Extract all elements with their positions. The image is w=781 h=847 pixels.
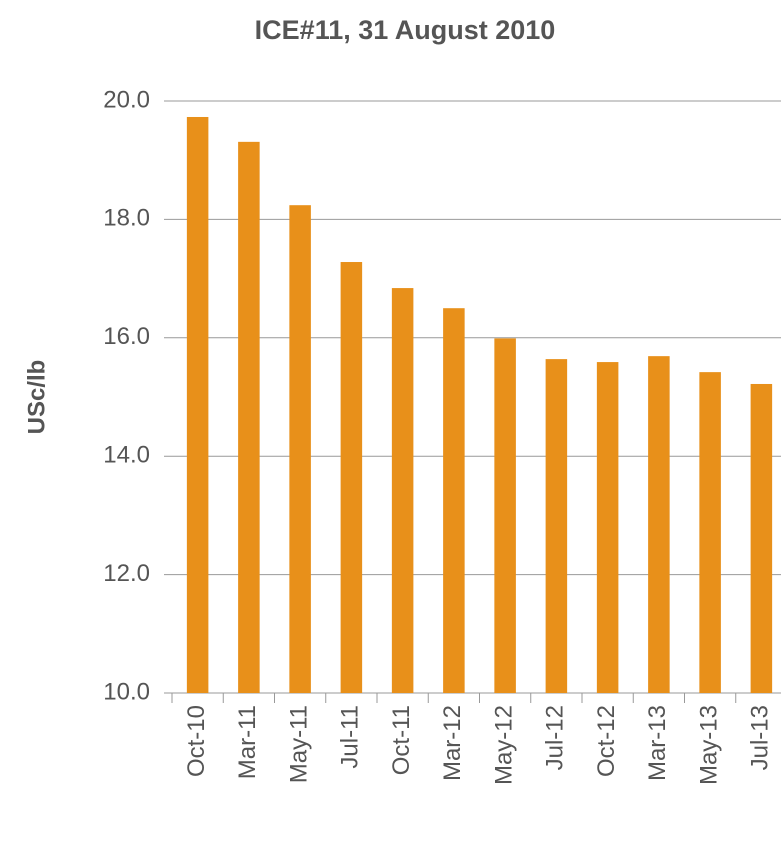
bar	[699, 372, 721, 693]
y-tick-label: 10.0	[103, 678, 150, 705]
x-tick-label: May-13	[695, 705, 722, 785]
x-tick-label: Oct-11	[388, 705, 415, 775]
bar	[596, 362, 619, 693]
bar	[289, 205, 311, 693]
bar	[238, 141, 260, 693]
y-tick-label: 12.0	[103, 560, 150, 587]
x-tick-label: Oct-12	[593, 705, 620, 777]
y-tick-label: 18.0	[103, 205, 150, 232]
y-tick-label: 16.0	[103, 323, 150, 350]
bar	[391, 288, 414, 693]
x-tick-label: May-11	[285, 705, 312, 783]
x-tick-label: Jul-13	[747, 705, 774, 770]
x-tick-label: Oct-10	[183, 705, 210, 777]
bar	[750, 383, 773, 693]
x-tick-label: Mar-11	[234, 705, 261, 779]
bar	[443, 308, 465, 693]
bar	[186, 116, 209, 693]
y-tick-label: 20.0	[103, 86, 150, 113]
bar	[494, 338, 516, 693]
x-tick-label: Jul-12	[542, 705, 569, 770]
x-tick-label: Mar-12	[439, 705, 466, 781]
y-axis-label: USc/lb	[23, 360, 50, 435]
x-tick-label: May-12	[490, 705, 517, 785]
y-tick-label: 14.0	[103, 442, 150, 469]
bar	[545, 359, 568, 693]
chart-title: ICE#11, 31 August 2010	[255, 15, 556, 45]
x-tick-label: Mar-13	[644, 705, 671, 781]
bar	[648, 356, 670, 693]
x-tick-label: Jul-11	[337, 705, 364, 769]
bar	[340, 262, 363, 693]
